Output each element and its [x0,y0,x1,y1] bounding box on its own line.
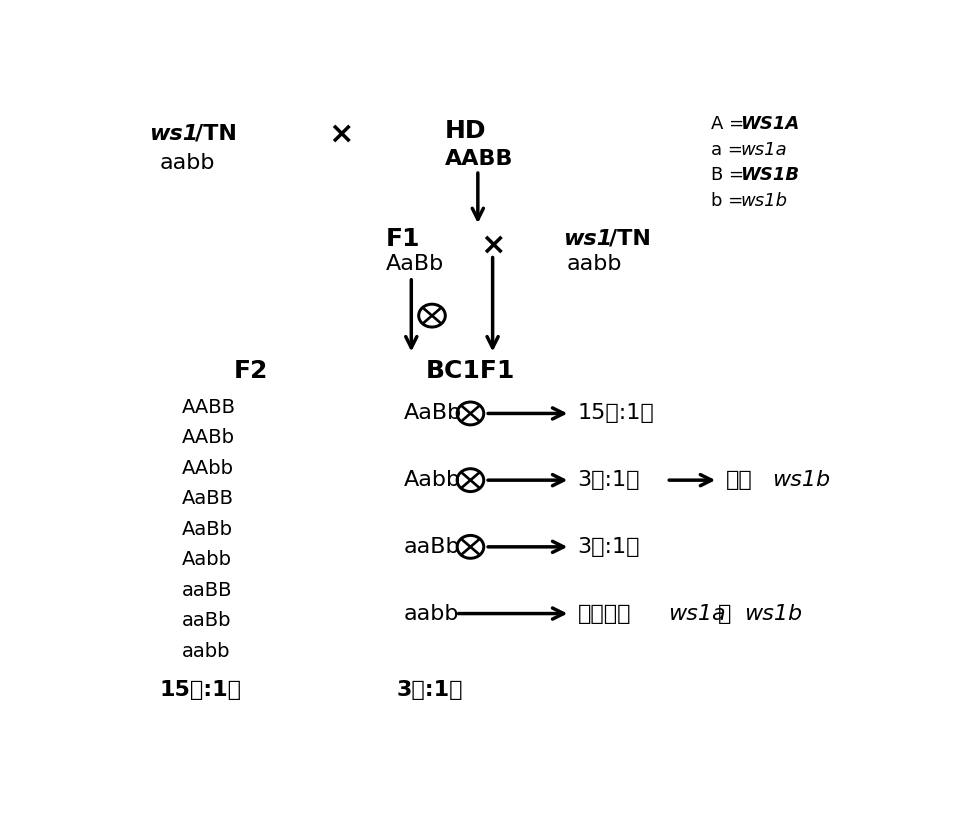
Text: ws1b: ws1b [740,191,786,210]
Text: Aabb: Aabb [182,550,232,569]
Text: aaBb: aaBb [182,611,232,630]
Text: ws1b: ws1b [771,470,829,490]
Text: 3绿:1白: 3绿:1白 [396,680,462,700]
Text: AABb: AABb [182,428,234,447]
Text: F2: F2 [233,359,268,383]
Text: AaBb: AaBb [403,403,461,423]
Text: B =: B = [710,166,749,184]
Text: 同时定位: 同时定位 [577,604,631,624]
Text: /TN: /TN [194,124,236,144]
Text: a =: a = [710,141,747,159]
Text: AaBb: AaBb [385,254,443,274]
Text: aabb: aabb [160,153,215,172]
Text: 和: 和 [718,604,731,624]
Text: BC1F1: BC1F1 [426,359,515,383]
Text: AaBB: AaBB [182,489,233,508]
Text: ws1a: ws1a [667,604,724,624]
Text: 3绿:1白: 3绿:1白 [577,537,639,557]
Text: ws1: ws1 [562,229,612,249]
Text: ×: × [479,231,505,260]
Text: HD: HD [444,119,486,143]
Text: 3绿:1白: 3绿:1白 [577,470,639,490]
Text: aaBb: aaBb [403,537,460,557]
Text: ws1a: ws1a [740,141,786,159]
Text: AaBb: AaBb [182,520,233,539]
Text: ws1b: ws1b [743,604,801,624]
Text: Aabb: Aabb [403,470,460,490]
Text: aaBB: aaBB [182,581,233,600]
Text: ×: × [328,120,354,148]
Text: 15绿:1白: 15绿:1白 [577,403,654,423]
Text: AABB: AABB [182,398,235,417]
Text: AAbb: AAbb [182,459,233,478]
Text: aabb: aabb [566,254,621,274]
Text: WS1A: WS1A [740,116,799,134]
Text: /TN: /TN [608,229,650,249]
Text: AABB: AABB [444,149,513,169]
Text: ws1: ws1 [149,124,198,144]
Text: F1: F1 [385,227,419,251]
Text: b =: b = [710,191,748,210]
Text: WS1B: WS1B [740,166,799,184]
Text: A =: A = [710,116,749,134]
Text: aabb: aabb [182,642,231,661]
Text: 定位: 定位 [724,470,752,490]
Text: 15绿:1白: 15绿:1白 [160,680,242,700]
Text: aabb: aabb [403,604,459,624]
